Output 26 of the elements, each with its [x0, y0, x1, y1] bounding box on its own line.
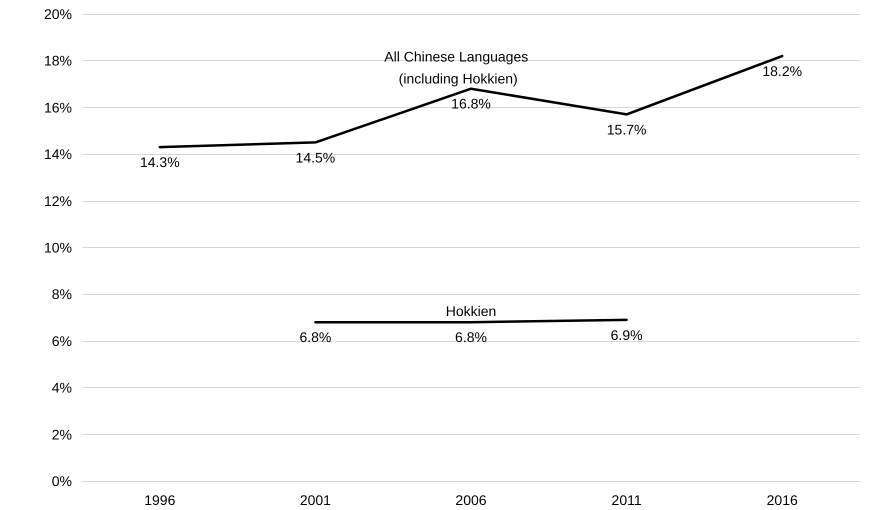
x-tick-label: 2006 — [455, 492, 487, 508]
series-label: Hokkien — [446, 303, 496, 320]
data-label: 18.2% — [762, 63, 802, 80]
data-label: 6.8% — [455, 329, 487, 346]
x-tick-label: 1996 — [144, 492, 176, 508]
data-label: 14.3% — [140, 154, 180, 170]
x-tick-label: 2001 — [300, 492, 332, 508]
x-tick-label: 2016 — [766, 492, 798, 508]
y-tick-label: 2% — [52, 426, 72, 442]
data-label: 15.7% — [606, 121, 646, 138]
y-tick-label: 8% — [52, 286, 72, 302]
series-label: All Chinese Languages (including Hokkien) — [384, 48, 532, 87]
y-tick-label: 18% — [44, 52, 72, 69]
x-tick-label: 2011 — [612, 492, 642, 508]
data-label: 14.5% — [296, 149, 336, 166]
data-label: 16.8% — [451, 96, 491, 112]
y-tick-label: 0% — [52, 473, 72, 489]
data-label: 6.9% — [610, 326, 643, 343]
y-tick-label: 12% — [44, 192, 72, 209]
y-tick-label: 20% — [44, 6, 72, 22]
y-tick-label: 4% — [52, 380, 72, 396]
y-tick-label: 14% — [44, 146, 72, 162]
data-label: 6.8% — [299, 329, 332, 346]
y-tick-label: 6% — [52, 332, 72, 349]
y-tick-label: 16% — [44, 99, 72, 116]
y-tick-label: 10% — [44, 240, 72, 256]
